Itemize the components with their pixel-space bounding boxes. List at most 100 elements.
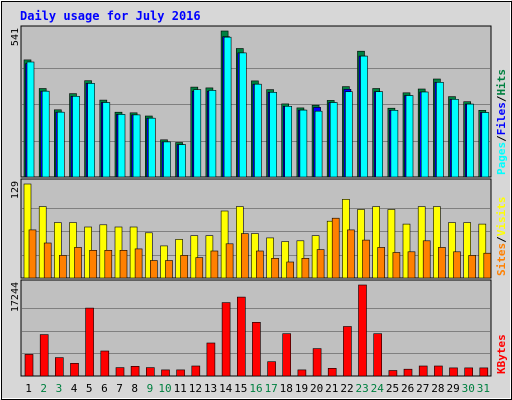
day-label-30: 30 (462, 382, 475, 395)
chart-title: Daily usage for July 2016 (20, 9, 201, 23)
bar-sites-day-18 (286, 261, 295, 279)
bar-pages-day-11 (178, 144, 186, 178)
bar-pages-day-18 (284, 106, 293, 178)
bar-pages-day-15 (239, 52, 247, 178)
day-label-29: 29 (446, 382, 459, 395)
bar-visits-day-28 (433, 206, 441, 279)
day-label-18: 18 (280, 382, 293, 395)
bar-pages-day-19 (299, 109, 308, 178)
bar-sites-day-26 (407, 251, 416, 279)
bar-sites-day-17 (271, 257, 279, 279)
day-label-19: 19 (295, 382, 308, 395)
day-label-8: 8 (131, 382, 138, 395)
day-label-2: 2 (40, 382, 47, 395)
panel-kbytes: 17244 KBytes (10, 279, 508, 377)
bar-kbytes-day-30 (464, 367, 474, 377)
day-label-9: 9 (147, 382, 154, 395)
bar-visits-day-26 (402, 223, 411, 279)
bar-sites-day-20 (316, 249, 325, 279)
day-label-22: 22 (340, 382, 353, 395)
bar-kbytes-day-2 (39, 334, 49, 377)
bar-pages-day-23 (360, 55, 368, 178)
day-label-20: 20 (310, 382, 323, 395)
bar-sites-day-6 (104, 250, 113, 279)
bar-kbytes-day-12 (191, 365, 201, 377)
legend-kbytes: KBytes (495, 334, 508, 374)
bar-sites-day-19 (301, 257, 310, 279)
day-label-25: 25 (386, 382, 399, 395)
legend-entry: Visits (495, 197, 508, 237)
bar-kbytes-day-20 (312, 348, 322, 377)
day-label-21: 21 (325, 382, 338, 395)
bar-sites-day-1 (28, 229, 37, 279)
day-label-6: 6 (101, 382, 108, 395)
chart-panels: 541Pages/Files/Hits129Sites/Visits17244K… (10, 25, 508, 377)
legend-entry: / (495, 135, 508, 142)
bar-kbytes-day-28 (434, 365, 443, 377)
bar-pages-day-8 (132, 114, 141, 178)
bar-visits-day-24 (372, 206, 381, 279)
legend-entry: Sites (495, 243, 508, 276)
bar-sites-day-8 (134, 248, 143, 279)
bar-visits-day-29 (448, 222, 456, 279)
bar-kbytes-day-26 (403, 368, 413, 377)
bar-visits-day-3 (53, 222, 62, 279)
bar-kbytes-day-17 (267, 361, 276, 377)
day-label-27: 27 (416, 382, 429, 395)
day-label-5: 5 (86, 382, 93, 395)
bar-kbytes-day-31 (479, 367, 489, 377)
day-label-3: 3 (56, 382, 63, 395)
bar-kbytes-day-14 (221, 302, 231, 377)
bar-pages-day-22 (345, 91, 353, 178)
bar-sites-day-21 (331, 217, 340, 279)
bar-kbytes-day-29 (449, 367, 458, 377)
bar-pages-day-7 (117, 114, 126, 178)
bar-pages-day-6 (102, 102, 111, 178)
bar-visits-day-17 (266, 237, 274, 279)
bar-sites-day-5 (89, 250, 97, 279)
bar-visits-day-12 (190, 235, 199, 279)
bar-kbytes-day-8 (130, 365, 140, 377)
bar-sites-day-15 (241, 233, 249, 279)
bar-kbytes-day-4 (70, 362, 79, 377)
bar-sites-day-2 (43, 242, 52, 279)
bar-pages-day-26 (405, 95, 414, 178)
legend-visits-sites: Sites/Visits (495, 197, 508, 277)
bar-kbytes-day-21 (327, 367, 337, 377)
bar-pages-day-30 (466, 103, 475, 178)
bar-visits-day-30 (463, 222, 472, 279)
bar-kbytes-day-27 (418, 365, 428, 377)
bar-visits-day-18 (281, 241, 290, 279)
bar-kbytes-day-22 (343, 326, 352, 377)
day-label-10: 10 (158, 382, 171, 395)
legend-entry: Pages (495, 142, 508, 175)
bar-kbytes-day-23 (358, 284, 367, 377)
bar-pages-day-3 (56, 111, 65, 178)
bar-kbytes-day-1 (24, 354, 34, 377)
bar-pages-day-24 (375, 91, 384, 178)
bar-sites-day-28 (438, 247, 446, 279)
day-label-4: 4 (71, 382, 78, 395)
day-label-24: 24 (371, 382, 385, 395)
ymax-label: 17244 (10, 282, 21, 312)
bar-kbytes-day-9 (146, 367, 155, 377)
bar-sites-day-12 (195, 257, 204, 279)
bar-kbytes-day-16 (252, 321, 261, 377)
bar-sites-day-31 (483, 252, 492, 279)
day-label-1: 1 (25, 382, 32, 395)
panel-visits-sites: 129 Sites/Visits (10, 178, 508, 279)
bar-sites-day-3 (58, 255, 67, 279)
bar-sites-day-24 (377, 247, 386, 279)
ymax-label: 129 (10, 181, 21, 199)
bar-pages-day-4 (72, 96, 80, 178)
day-labels: 1 2 3 4 5 6 7 8 9 10 11 12 13 14 15 16 17 18 19 20 21 22 23 24 2… (25, 382, 490, 395)
bar-pages-day-16 (254, 83, 262, 178)
bar-pages-day-5 (87, 83, 95, 178)
bar-pages-day-1 (26, 61, 35, 178)
bar-pages-day-20 (314, 110, 323, 178)
bar-kbytes-day-19 (297, 369, 307, 377)
bar-sites-day-22 (347, 229, 355, 279)
